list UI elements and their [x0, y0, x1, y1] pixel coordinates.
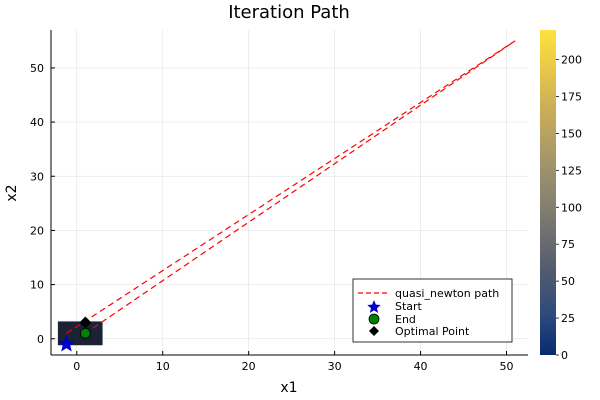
- legend-label-path: quasi_newton path: [395, 287, 499, 300]
- colorbar-fill: [540, 30, 556, 355]
- legend-box: [352, 278, 513, 343]
- legend-diamond-swatch: [369, 326, 379, 336]
- legend: quasi_newton path Start End Optimal Poin…: [352, 278, 513, 343]
- colorbar-tick-label: 125: [561, 164, 582, 177]
- x-tick-label: 30: [328, 360, 342, 373]
- series-line-quasi-newton: [66, 40, 516, 334]
- x-tick-label: 10: [156, 360, 170, 373]
- legend-label-optimal: Optimal Point: [395, 325, 470, 338]
- legend-label-end: End: [395, 313, 416, 326]
- colorbar-tick-label: 150: [561, 127, 582, 140]
- x-tick-label: 50: [500, 360, 514, 373]
- y-tick-label: 20: [30, 224, 44, 237]
- colorbar-tick-label: 175: [561, 90, 582, 103]
- y-tick-label: 0: [37, 333, 44, 346]
- colorbar-tick-label: 100: [561, 201, 582, 214]
- marker-optimal-point: [79, 316, 92, 329]
- colorbar: 0 25 50 75 100 125 150 175 200: [540, 30, 582, 362]
- y-tick-label: 50: [30, 62, 44, 75]
- colorbar-tick-label: 0: [561, 349, 568, 362]
- colorbar-tick-label: 200: [561, 54, 582, 67]
- x-tick-label: 0: [73, 360, 80, 373]
- legend-label-start: Start: [395, 300, 423, 313]
- marker-end: [79, 327, 91, 339]
- y-tick-label: 40: [30, 116, 44, 129]
- legend-circle-swatch: [368, 313, 380, 325]
- marker-start: [57, 335, 76, 352]
- colorbar-tick-label: 75: [561, 238, 575, 251]
- plot-area: 0 10 20 30 40 50 0 10 20 30 40 50: [30, 30, 528, 373]
- y-axis-label: x2: [4, 184, 20, 201]
- x-tick-label: 20: [242, 360, 256, 373]
- x-tick-label: 40: [414, 360, 428, 373]
- y-tick-label: 10: [30, 279, 44, 292]
- chart-title: Iteration Path: [228, 2, 350, 23]
- colorbar-tick-label: 25: [561, 312, 575, 325]
- legend-star-swatch: [367, 300, 381, 313]
- colorbar-tick-label: 50: [561, 275, 575, 288]
- x-axis-label: x1: [280, 380, 297, 396]
- y-tick-label: 30: [30, 170, 44, 183]
